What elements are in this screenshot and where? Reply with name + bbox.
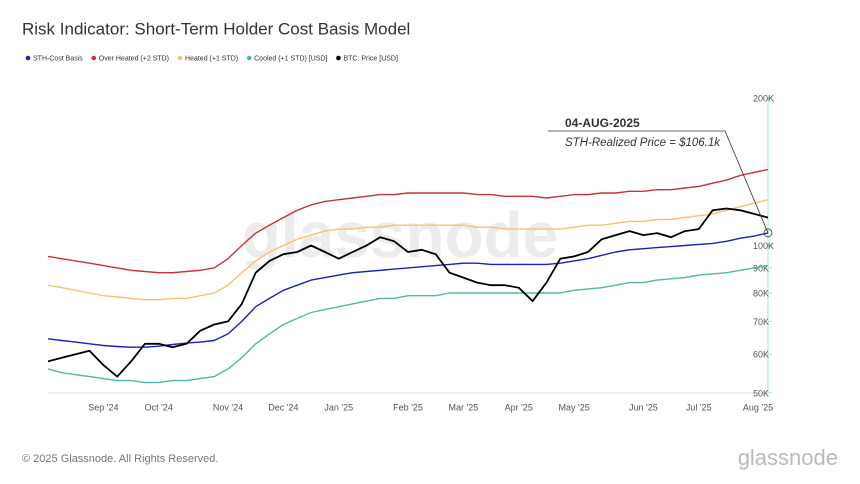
x-tick-label: Apr '25 [505, 402, 533, 412]
y-tick-label: 200K [753, 93, 774, 103]
series-line [47, 199, 769, 301]
x-tick-label: Jul '25 [686, 402, 712, 412]
annotation-text: STH-Realized Price = $106.1k [565, 137, 721, 149]
series-line [47, 264, 769, 384]
annotation-point [763, 228, 773, 238]
series-line [47, 207, 769, 378]
legend-label: BTC: Price [USD] [343, 55, 398, 62]
legend-dot [336, 55, 341, 61]
legend-label: STH-Cost Basis [33, 55, 83, 62]
legend-label: Over Heated (+2 STD) [99, 55, 169, 62]
y-tick-label: 80K [753, 288, 769, 298]
annotation-leader [724, 130, 769, 234]
x-tick-label: Nov '24 [213, 402, 243, 412]
x-tick-label: Sep '24 [88, 402, 118, 412]
annotation-date: 04-AUG-2025 [565, 116, 640, 130]
x-tick-label: Feb '25 [393, 402, 423, 412]
legend-dot [177, 55, 183, 61]
y-tick-label: 90K [753, 263, 769, 273]
x-tick-label: Jun '25 [629, 402, 658, 412]
series-line [47, 232, 769, 348]
x-tick-label: May '25 [559, 402, 590, 412]
y-tick-label: 60K [753, 350, 769, 360]
x-tick-label: Oct '24 [145, 402, 173, 412]
legend-label: Heated (+1 STD) [185, 55, 238, 62]
y-tick-label: 70K [753, 317, 769, 327]
y-tick-label: 50K [753, 388, 769, 398]
brand-logo: glassnode [738, 445, 838, 470]
x-tick-label: Dec '24 [268, 402, 298, 412]
x-tick-label: Mar '25 [449, 402, 479, 412]
chart-title: Risk Indicator: Short-Term Holder Cost B… [22, 19, 410, 38]
x-tick-label: Jan '25 [324, 402, 353, 412]
legend-dot [246, 55, 252, 61]
legend-label: Cooled (+1 STD) [USD] [254, 55, 327, 62]
watermark: glassnode [242, 199, 559, 271]
y-tick-label: 100K [753, 241, 774, 251]
legend-dot [91, 55, 97, 61]
legend-dot [25, 55, 31, 61]
x-tick-label: Aug '25 [743, 402, 773, 412]
footer: © 2025 Glassnode. All Rights Reserved. [22, 453, 218, 465]
series-line [47, 168, 769, 274]
